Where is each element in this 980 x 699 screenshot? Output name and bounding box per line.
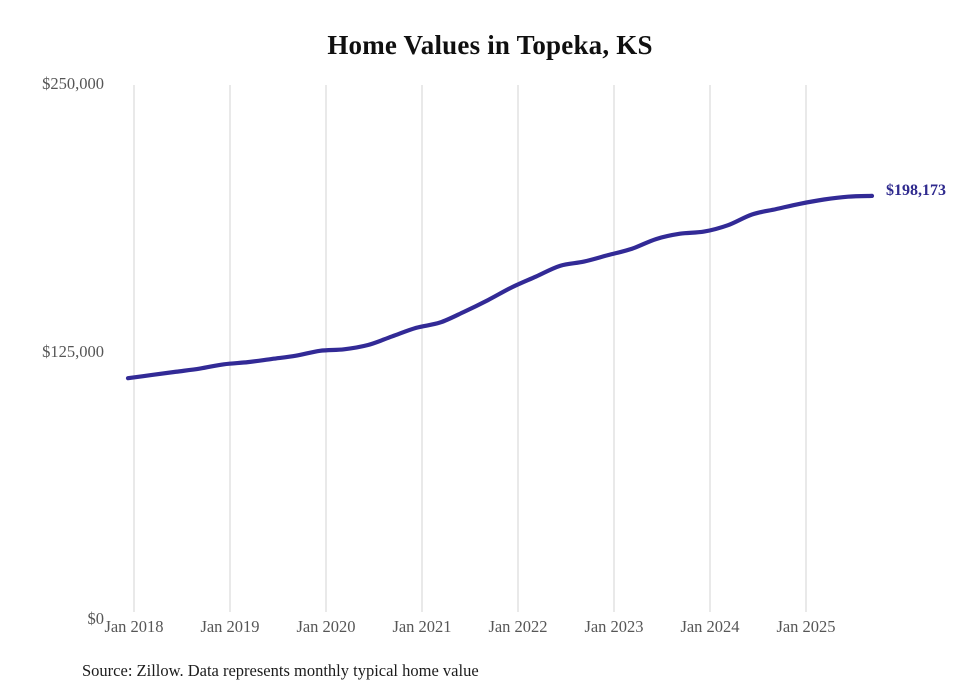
x-tick-label: Jan 2022 (488, 617, 548, 636)
y-tick-label: $125,000 (42, 341, 104, 361)
y-tick-label: $0 (87, 609, 105, 628)
gridlines (133, 85, 807, 612)
x-tick-label: Jan 2021 (392, 617, 452, 636)
y-tick-label: $250,000 (42, 74, 104, 93)
x-tick-label: Jan 2024 (680, 617, 740, 636)
x-tick-label: Jan 2025 (776, 617, 836, 636)
x-tick-label: Jan 2019 (200, 617, 260, 636)
end-value-label: $198,173 (886, 181, 946, 199)
x-tick-label: Jan 2020 (296, 617, 356, 636)
x-tick-label: Jan 2023 (584, 617, 644, 636)
source-annotation: Source: Zillow. Data represents monthly … (82, 661, 479, 680)
chart-title: Home Values in Topeka, KS (327, 30, 653, 60)
series-line-typical-home-value (125, 193, 875, 381)
x-tick-label: Jan 2018 (104, 617, 164, 636)
